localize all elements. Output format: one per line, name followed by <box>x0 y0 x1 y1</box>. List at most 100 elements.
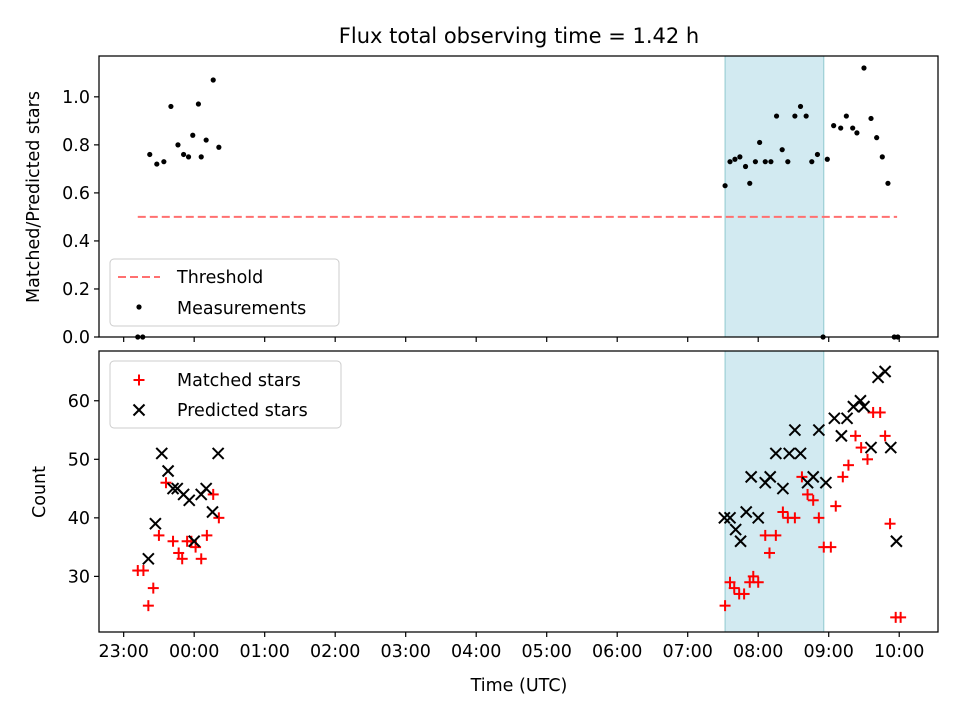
bottom-legend: Matched stars Predicted stars <box>109 360 342 429</box>
matched-star-point <box>837 471 849 483</box>
x-tick-label: 07:00 <box>662 642 712 662</box>
bottom-x-ticks: 23:00 00:00 01:00 02:00 03:00 04:00 05:00 06:00… <box>98 632 924 662</box>
x-tick-label: 02:00 <box>310 642 360 662</box>
predicted-star-point <box>763 470 777 484</box>
top-x-ticks <box>123 337 900 342</box>
y-tick-label: 50 <box>68 450 90 470</box>
measurement-point <box>831 123 837 129</box>
y-tick-label: 1.0 <box>62 88 90 108</box>
legend-measurements-swatch <box>136 304 142 310</box>
matched-star-point <box>747 570 759 582</box>
top-axes-frame <box>98 55 939 338</box>
predicted-star-point <box>729 523 742 536</box>
predicted-star-point <box>142 552 155 566</box>
measurement-point <box>824 156 830 162</box>
matched-star-point <box>201 529 213 541</box>
x-tick-label: 03:00 <box>380 642 430 662</box>
matched-star-point <box>160 477 172 489</box>
measurement-point <box>190 132 196 138</box>
y-tick-label: 60 <box>68 392 90 412</box>
top-legend: Threshold Measurements <box>109 258 340 327</box>
measurement-point <box>722 183 728 189</box>
measurement-point <box>843 113 849 119</box>
predicted-star-point <box>794 447 807 460</box>
measurement-point <box>861 65 867 71</box>
measurement-point <box>168 103 174 110</box>
measurement-point <box>874 135 880 141</box>
top-y-axis-label: Matched/Predicted stars <box>24 91 44 303</box>
figure-title: Flux total observing time = 1.42 h <box>339 24 699 48</box>
predicted-star-point <box>199 482 213 495</box>
predicted-star-point <box>734 535 747 548</box>
legend-matched-swatch <box>133 374 145 386</box>
legend-matched-label: Matched stars <box>177 371 301 391</box>
legend-predicted-label: Predicted stars <box>177 401 308 421</box>
measurement-point <box>785 159 791 165</box>
matched-star-point <box>137 565 149 577</box>
matched-star-point <box>763 547 775 559</box>
legend-threshold-label: Threshold <box>176 268 263 288</box>
y-tick-label: 0.0 <box>62 328 90 348</box>
measurement-point <box>779 147 785 153</box>
measurement-point <box>181 151 187 158</box>
y-tick-label: 40 <box>68 509 90 529</box>
x-tick-label: 23:00 <box>98 642 148 662</box>
y-tick-label: 0.4 <box>62 232 90 252</box>
predicted-star-point <box>835 429 848 443</box>
y-tick-label: 0.2 <box>62 280 90 300</box>
x-tick-label: 04:00 <box>451 642 501 662</box>
predicted-star-point <box>788 423 802 437</box>
measurement-point <box>797 103 804 110</box>
matched-star-point <box>842 459 854 471</box>
measurement-point <box>198 154 204 160</box>
matched-star-point <box>813 512 825 524</box>
measurement-point <box>757 139 763 146</box>
predicted-star-point <box>819 476 833 489</box>
matched-star-point <box>796 471 808 483</box>
matched-star-point <box>759 529 771 541</box>
matched-star-point <box>855 442 867 454</box>
top-y-ticks: 0.0 0.2 0.4 0.6 0.8 1.0 <box>62 88 99 348</box>
predicted-star-point <box>183 494 196 507</box>
predicted-star-point <box>752 511 765 525</box>
legend-measurements-label: Measurements <box>177 299 306 319</box>
measurement-point <box>814 151 821 158</box>
predicted-star-point <box>840 412 854 425</box>
predicted-star-point <box>769 447 783 460</box>
y-tick-label: 0.8 <box>62 136 90 156</box>
measurement-point <box>762 159 768 165</box>
matched-star-point <box>825 541 837 553</box>
x-axis-label: Time (UTC) <box>470 676 568 696</box>
x-tick-label: 09:00 <box>803 642 853 662</box>
matched-star-point <box>874 406 886 418</box>
x-tick-label: 08:00 <box>733 642 783 662</box>
y-tick-label: 30 <box>68 567 90 587</box>
predicted-star-point <box>723 511 737 525</box>
x-tick-label: 10:00 <box>874 642 924 662</box>
matched-star-point <box>213 512 225 524</box>
measurement-point <box>185 154 192 160</box>
measurement-point <box>161 159 167 165</box>
matched-star-point <box>147 582 159 594</box>
measurement-point <box>216 144 222 150</box>
matched-star-point <box>719 600 731 612</box>
legend-predicted-marker <box>132 403 146 417</box>
predicted-star-point <box>807 470 820 484</box>
predicted-star-point <box>783 447 796 460</box>
predicted-star-point <box>155 447 168 460</box>
matched-star-point <box>802 488 814 500</box>
measurement-point <box>854 130 860 136</box>
predicted-star-point <box>206 505 219 519</box>
measurement-point <box>803 113 809 119</box>
bottom-y-axis-label: Count <box>30 466 50 518</box>
matched-star-point <box>884 518 896 530</box>
predicted-star-point <box>854 394 867 407</box>
top-panel: 0.0 0.2 0.4 0.6 0.8 1.0 Matched/Predicted sta… <box>24 55 939 348</box>
y-tick-label: 0.6 <box>62 184 90 204</box>
predicted-star-point <box>857 400 871 413</box>
matched-star-point <box>167 535 179 547</box>
predicted-star-point <box>890 535 903 548</box>
matched-star-point <box>207 488 219 500</box>
measurement-point <box>742 163 749 170</box>
